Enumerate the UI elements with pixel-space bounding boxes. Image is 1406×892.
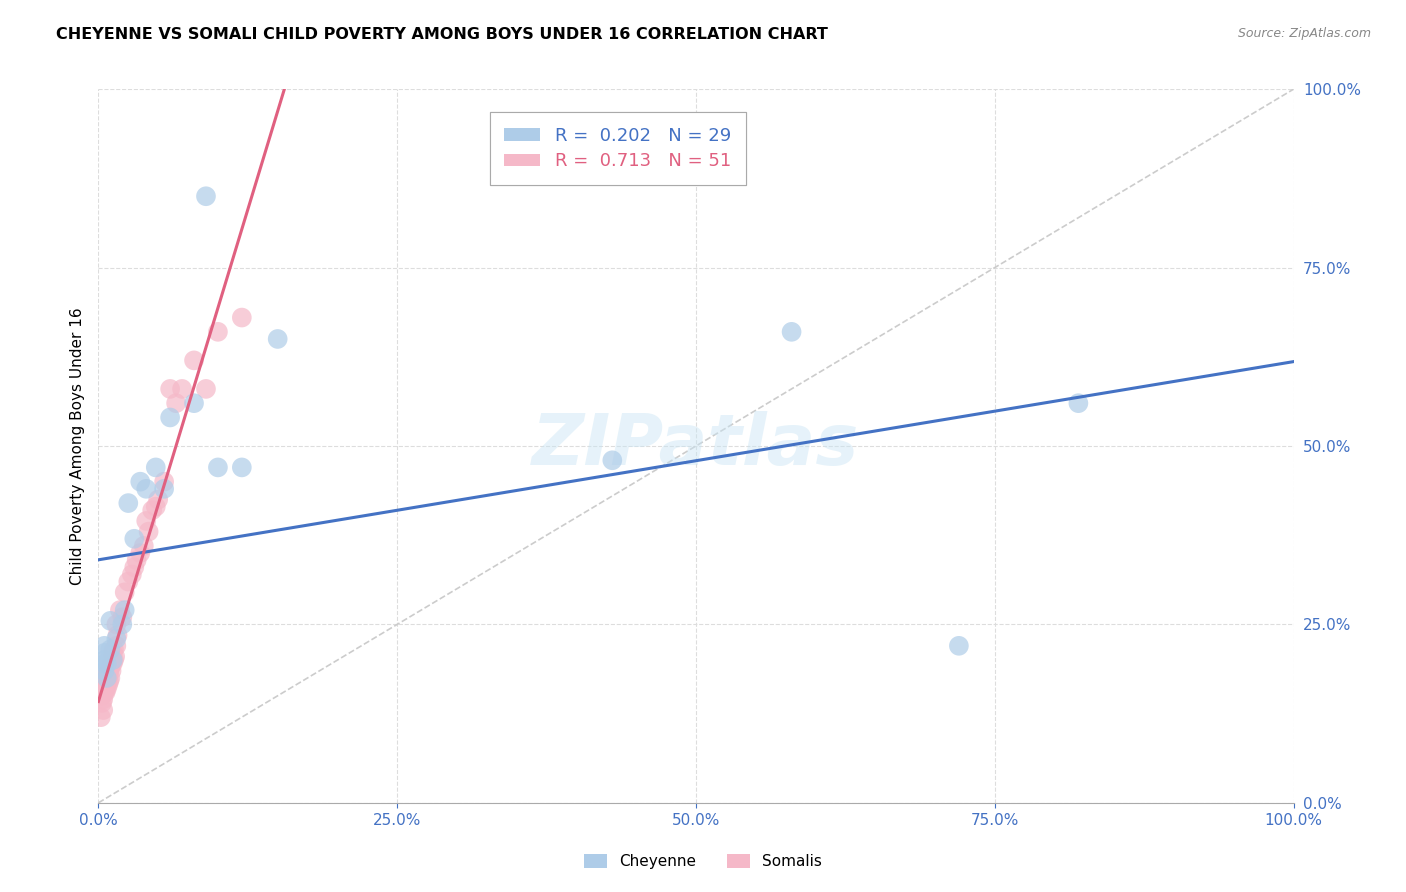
Point [103, 653, 125, 667]
Point [231, 310, 253, 325]
Legend: R =  0.202   N = 29, R =  0.713   N = 51: R = 0.202 N = 29, R = 0.713 N = 51 [489, 112, 745, 185]
Point [148, 492, 170, 507]
Point [101, 646, 124, 660]
Point [138, 524, 160, 539]
Point [108, 603, 131, 617]
Point [135, 482, 157, 496]
Text: ZIPatlas: ZIPatlas [533, 411, 859, 481]
Point [780, 325, 803, 339]
Point [93, 646, 115, 660]
Point [1067, 396, 1090, 410]
Point [93, 685, 115, 699]
Point [93, 657, 115, 671]
Point [117, 496, 139, 510]
Point [98, 664, 121, 678]
Point [105, 632, 128, 646]
Point [114, 585, 136, 599]
Point [195, 189, 218, 203]
Point [207, 460, 229, 475]
Point [141, 503, 163, 517]
Point [183, 396, 205, 410]
Point [145, 500, 167, 514]
Point [111, 617, 134, 632]
Point [93, 664, 115, 678]
Point [103, 642, 125, 657]
Point [135, 514, 157, 528]
Point [96, 657, 118, 671]
Point [96, 681, 118, 696]
Point [132, 539, 155, 553]
Point [96, 671, 118, 685]
Point [97, 678, 120, 692]
Point [100, 653, 122, 667]
Text: Source: ZipAtlas.com: Source: ZipAtlas.com [1237, 27, 1371, 40]
Point [91, 696, 114, 710]
Point [153, 482, 176, 496]
Point [98, 660, 122, 674]
Legend: Cheyenne, Somalis: Cheyenne, Somalis [578, 848, 828, 875]
Point [111, 610, 134, 624]
Text: CHEYENNE VS SOMALI CHILD POVERTY AMONG BOYS UNDER 16 CORRELATION CHART: CHEYENNE VS SOMALI CHILD POVERTY AMONG B… [56, 27, 828, 42]
Point [129, 546, 152, 560]
Point [183, 353, 205, 368]
Point [101, 653, 124, 667]
Point [98, 642, 122, 657]
Point [117, 574, 139, 589]
Point [105, 639, 128, 653]
Point [121, 567, 143, 582]
Point [91, 703, 114, 717]
Point [93, 653, 115, 667]
Y-axis label: Child Poverty Among Boys Under 16: Child Poverty Among Boys Under 16 [69, 307, 84, 585]
Point [93, 639, 115, 653]
Point [124, 532, 146, 546]
Point [105, 617, 128, 632]
Point [114, 603, 136, 617]
Point [100, 664, 122, 678]
Point [98, 614, 122, 628]
Point [207, 325, 229, 339]
Point [602, 453, 624, 467]
Point [94, 678, 117, 692]
Point [165, 396, 187, 410]
Point [129, 475, 152, 489]
Point [101, 657, 124, 671]
Point [159, 382, 181, 396]
Point [145, 460, 167, 475]
Point [159, 410, 181, 425]
Point [104, 649, 127, 664]
Point [96, 667, 118, 681]
Point [94, 671, 117, 685]
Point [97, 671, 120, 685]
Point [125, 553, 148, 567]
Point [93, 681, 115, 696]
Point [98, 671, 122, 685]
Point [107, 628, 129, 642]
Point [195, 382, 218, 396]
Point [231, 460, 253, 475]
Point [94, 685, 117, 699]
Point [153, 475, 176, 489]
Point [91, 692, 114, 706]
Point [124, 560, 146, 574]
Point [267, 332, 290, 346]
Point [91, 689, 114, 703]
Point [948, 639, 970, 653]
Point [98, 674, 121, 689]
Point [93, 674, 115, 689]
Point [90, 710, 112, 724]
Point [172, 382, 194, 396]
